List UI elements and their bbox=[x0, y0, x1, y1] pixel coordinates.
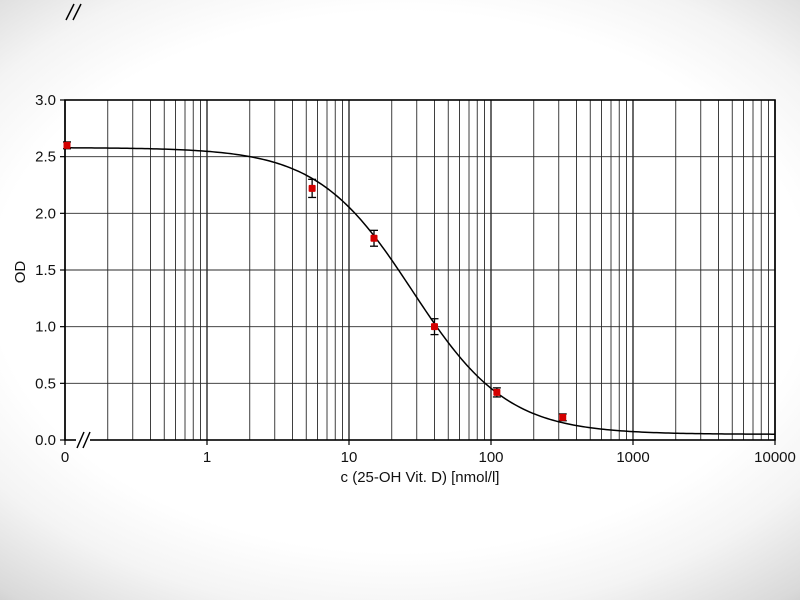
y-axis-title: OD bbox=[12, 261, 29, 284]
data-point-marker bbox=[63, 141, 71, 149]
data-points bbox=[63, 141, 567, 421]
y-tick-labels: 0.0 0.5 1.0 1.5 2.0 2.5 3.0 bbox=[35, 92, 65, 449]
x-gridlines bbox=[64, 100, 776, 440]
y-tick-label: 1.0 bbox=[35, 319, 56, 336]
y-tick-label: 2.5 bbox=[35, 149, 56, 166]
axis-break-slash bbox=[72, 3, 82, 21]
data-point-marker bbox=[430, 323, 438, 331]
y-tick-label: 1.5 bbox=[35, 262, 56, 279]
x-axis-title: c (25-OH Vit. D) [nmol/l] bbox=[341, 469, 500, 486]
y-tick-label: 2.0 bbox=[35, 205, 56, 222]
y-tick-label: 0.5 bbox=[35, 375, 56, 392]
data-point-marker bbox=[370, 234, 378, 242]
axis-break-slash bbox=[65, 3, 75, 21]
y-tick-label: 0.0 bbox=[35, 432, 56, 449]
chart-plot-area: 0.0 0.5 1.0 1.5 2.0 2.5 3.0 0 1 10 100 1000 10000 bbox=[35, 3, 796, 466]
axis-break-bottom-icon bbox=[76, 431, 91, 449]
x-tick-label: 10 bbox=[341, 449, 358, 466]
axis-break-top-icon bbox=[65, 3, 82, 21]
data-point-marker bbox=[493, 388, 501, 396]
x-tick-label: 1000 bbox=[616, 449, 649, 466]
x-tick-label: 1 bbox=[203, 449, 211, 466]
x-tick-label: 10000 bbox=[754, 449, 796, 466]
x-tick-label: 0 bbox=[61, 449, 69, 466]
axis-break-gap bbox=[76, 438, 90, 442]
y-tick-label: 3.0 bbox=[35, 92, 56, 109]
data-point-marker bbox=[308, 184, 316, 192]
x-tick-labels: 0 1 10 100 1000 10000 bbox=[61, 440, 796, 466]
x-tick-label: 100 bbox=[478, 449, 503, 466]
axis-break-slash bbox=[82, 431, 91, 449]
fit-curve bbox=[64, 147, 776, 435]
data-point-marker bbox=[559, 413, 567, 421]
axis-break-slash bbox=[76, 431, 85, 449]
